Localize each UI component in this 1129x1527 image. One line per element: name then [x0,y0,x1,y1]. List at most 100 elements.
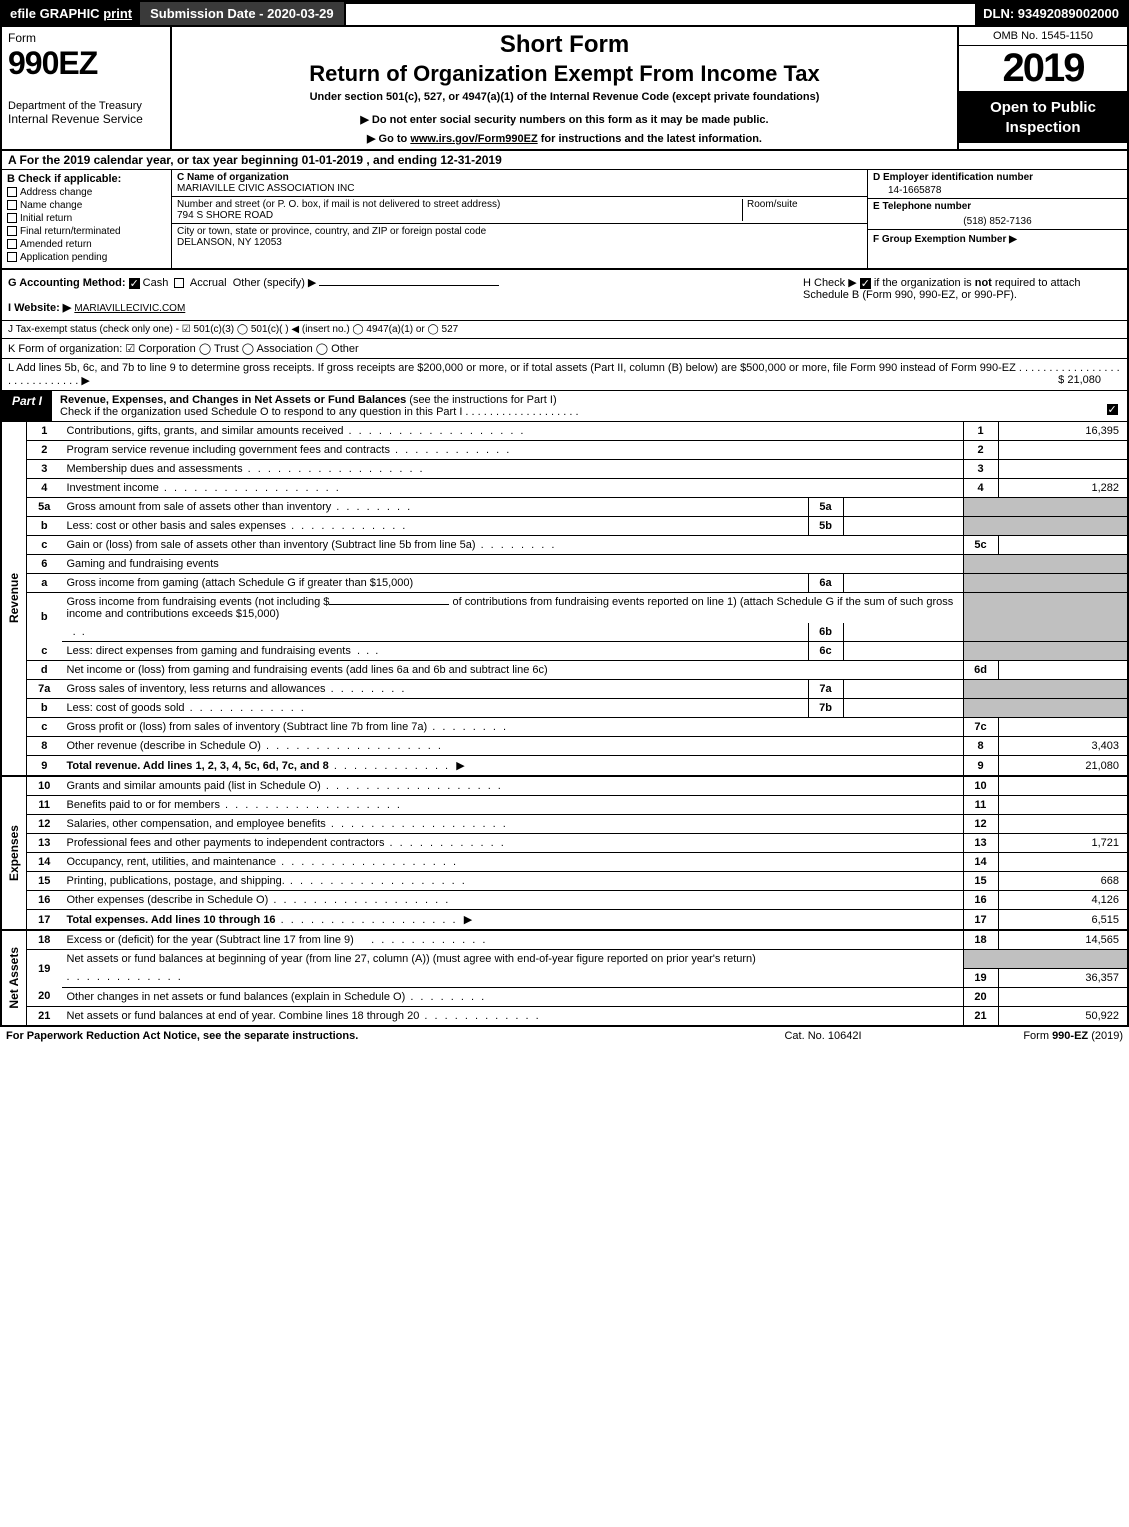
h-text1: H Check ▶ [803,277,860,289]
l7b-greyval [998,699,1128,718]
tel-value: (518) 852-7136 [868,214,1127,230]
l13-val: 1,721 [998,834,1128,853]
l7b-subval [843,699,963,718]
org-name-value: MARIAVILLE CIVIC ASSOCIATION INC [177,183,354,194]
l3-val [998,460,1128,479]
footer-center: Cat. No. 10642I [723,1030,923,1042]
h-not: not [975,277,992,289]
l14-rnum: 14 [963,853,998,872]
line-7c: c Gross profit or (loss) from sales of i… [1,718,1128,737]
line-21: 21 Net assets or fund balances at end of… [1,1006,1128,1026]
l2-num: 2 [27,441,62,460]
website-value[interactable]: MARIAVILLECIVIC.COM [74,303,185,314]
l6-greyval [998,555,1128,574]
l6c-sn: 6c [808,642,843,661]
chk-accrual[interactable] [174,278,184,288]
l12-desc: Salaries, other compensation, and employ… [67,818,508,830]
l8-desc: Other revenue (describe in Schedule O) [67,740,443,752]
l20-num: 20 [27,987,62,1006]
l6a-num: a [27,574,62,593]
line-16: 16 Other expenses (describe in Schedule … [1,891,1128,910]
tel-label: E Telephone number [868,199,1127,214]
part-1-checkbox[interactable] [1097,391,1127,421]
l17-desc: Total expenses. Add lines 10 through 16 [67,914,276,926]
city-label: City or town, state or province, country… [177,226,486,237]
l-value: $ 21,080 [1058,374,1121,386]
l5a-sn: 5a [808,498,843,517]
section-b: B Check if applicable: Address change Na… [2,170,172,268]
line-8: 8 Other revenue (describe in Schedule O)… [1,737,1128,756]
h-text2: if the organization is [874,277,975,289]
part-1-table: Revenue 1 Contributions, gifts, grants, … [0,422,1129,1027]
website-label: I Website: ▶ [8,302,71,314]
section-c: C Name of organization MARIAVILLE CIVIC … [172,170,867,268]
form-number: 990EZ [8,45,164,82]
l14-val [998,853,1128,872]
l18-rnum: 18 [963,930,998,950]
goto-post: for instructions and the latest informat… [538,133,762,145]
room-suite: Room/suite [742,199,862,221]
section-d-e-f: D Employer identification number 14-1665… [867,170,1127,268]
section-l: L Add lines 5b, 6c, and 7b to line 9 to … [0,359,1129,391]
l6c-grey [963,642,998,661]
print-link[interactable]: print [103,6,132,21]
line-6a: a Gross income from gaming (attach Sched… [1,574,1128,593]
l6b-greyval [998,593,1128,642]
chk-schedule-b[interactable] [860,278,871,289]
line-1: Revenue 1 Contributions, gifts, grants, … [1,422,1128,441]
l17-val: 6,515 [998,910,1128,931]
line-12: 12 Salaries, other compensation, and emp… [1,815,1128,834]
open-inspection: Open to Public Inspection [959,92,1127,143]
l6b-input[interactable] [329,604,449,605]
cash-label: Cash [143,277,169,289]
l5a-desc: Gross amount from sale of assets other t… [67,501,413,513]
chk-cash[interactable] [129,278,140,289]
other-input[interactable] [319,285,499,286]
other-specify: Other (specify) ▶ [233,277,317,289]
l6-desc: Gaming and fundraising events [62,555,964,574]
dept-irs: Internal Revenue Service [8,112,164,126]
l9-val: 21,080 [998,756,1128,777]
line-19b: 19 36,357 [1,968,1128,987]
line-6b-1: b Gross income from fundraising events (… [1,593,1128,624]
l5b-grey [963,517,998,536]
dln-label: DLN: 93492089002000 [975,2,1127,25]
chk-name-change[interactable]: Name change [7,200,166,211]
l2-rnum: 2 [963,441,998,460]
section-g-h: G Accounting Method: Cash Accrual Other … [0,270,1129,321]
l15-rnum: 15 [963,872,998,891]
accounting-label: G Accounting Method: [8,277,126,289]
l9-rnum: 9 [963,756,998,777]
l17-num: 17 [27,910,62,931]
dept-treasury: Department of the Treasury [8,100,164,112]
chk-application-pending[interactable]: Application pending [7,252,166,263]
l10-rnum: 10 [963,776,998,796]
chk-final-return[interactable]: Final return/terminated [7,226,166,237]
l7b-desc: Less: cost of goods sold [67,702,306,714]
org-name-box: C Name of organization MARIAVILLE CIVIC … [172,170,867,197]
l8-rnum: 8 [963,737,998,756]
irs-link[interactable]: www.irs.gov/Form990EZ [410,133,537,145]
l10-val [998,776,1128,796]
l5c-num: c [27,536,62,555]
line-2: 2 Program service revenue including gove… [1,441,1128,460]
chk-address-change[interactable]: Address change [7,187,166,198]
l12-num: 12 [27,815,62,834]
line-5a: 5a Gross amount from sale of assets othe… [1,498,1128,517]
org-city-box: City or town, state or province, country… [172,224,867,268]
header-right: OMB No. 1545-1150 2019 Open to Public In… [957,27,1127,149]
l5c-desc: Gain or (loss) from sale of assets other… [67,539,557,551]
netassets-label: Net Assets [7,947,21,1009]
l21-num: 21 [27,1006,62,1026]
l16-desc: Other expenses (describe in Schedule O) [67,894,451,906]
l6b-grey [963,593,998,642]
l7a-grey [963,680,998,699]
l7c-rnum: 7c [963,718,998,737]
l6b-desc1: Gross income from fundraising events (no… [62,593,964,624]
line-6c: c Less: direct expenses from gaming and … [1,642,1128,661]
l5b-sn: 5b [808,517,843,536]
chk-amended-return[interactable]: Amended return [7,239,166,250]
chk-initial-return[interactable]: Initial return [7,213,166,224]
l5b-subval [843,517,963,536]
part-1-check-text: Check if the organization used Schedule … [60,406,579,418]
